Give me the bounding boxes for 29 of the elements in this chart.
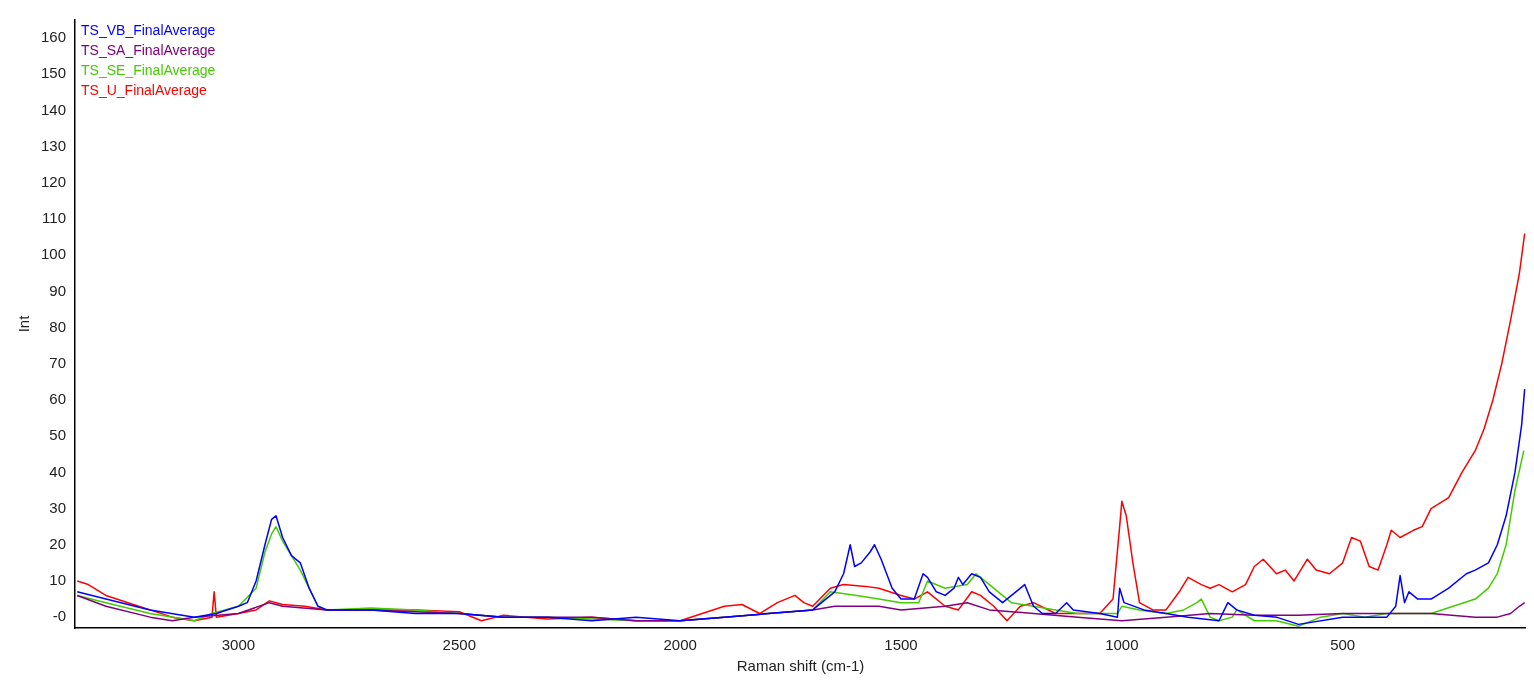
y-tick-label: 100 [41,245,67,263]
text: TS_SA_FinalAverage [81,41,216,58]
y-tick-label: 110 [42,209,67,227]
x-tick-label: 2000 [663,636,697,654]
text: TS_SE_FinalAverage [81,61,216,78]
y-tick-label: 60 [49,390,67,408]
y-tick-label: 80 [49,317,67,335]
y-tick-label: 140 [41,100,67,118]
y-tick-label: 50 [49,426,67,444]
y-axis-title: Int [15,314,33,333]
text: TS_U_FinalAverage [81,81,208,98]
y-tick-label: 40 [49,462,67,480]
text: TS_VB_FinalAverage [81,21,216,38]
x-tick-label: 1000 [1105,636,1139,654]
y-tick-label: 20 [49,534,67,552]
y-tick-label: 120 [41,173,67,190]
x-tick-label: 2500 [442,636,476,654]
y-tick-label: 160 [41,28,67,46]
y-tick-label: 150 [41,64,67,82]
y-tick-label: -0 [52,607,67,625]
x-tick-label: 1500 [884,636,918,654]
x-tick-label: 500 [1330,636,1356,654]
y-tick-label: 90 [49,281,67,299]
x-tick-label: 3000 [221,636,256,654]
y-tick-label: 70 [49,353,67,371]
x-axis-title: Raman shift (cm-1) [736,657,865,675]
y-tick-label: 30 [49,498,67,516]
y-tick-label: 10 [49,571,67,589]
y-tick-label: 130 [41,136,67,154]
